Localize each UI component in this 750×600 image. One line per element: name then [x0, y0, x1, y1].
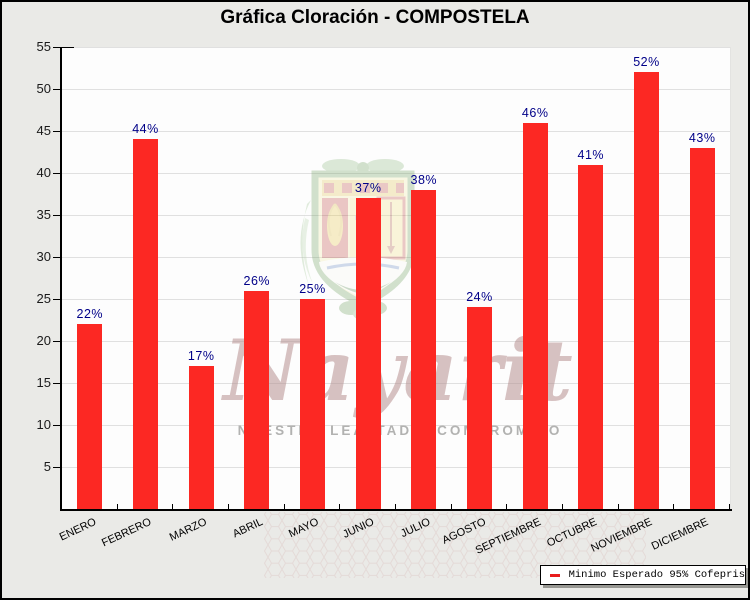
y-tick-label-10: 10	[36, 417, 51, 432]
x-label-enero: ENERO	[57, 516, 98, 544]
y-tick-label-50: 50	[36, 81, 51, 96]
y-tick-label-35: 35	[36, 207, 51, 222]
y-tick-label-40: 40	[36, 165, 51, 180]
y-tick-55	[53, 47, 60, 48]
legend-line-marker	[550, 573, 560, 577]
x-label-agosto: AGOSTO	[440, 516, 488, 547]
y-tick-50	[53, 89, 60, 90]
y-tick-45	[53, 131, 60, 132]
x-label-mayo: MAYO	[286, 516, 321, 541]
y-tick-label-45: 45	[36, 123, 51, 138]
x-label-julio: JULIO	[398, 516, 432, 541]
y-tick-35	[53, 215, 60, 216]
x-label-marzo: MARZO	[168, 516, 210, 544]
y-tick-30	[53, 257, 60, 258]
y-tick-5	[53, 467, 60, 468]
x-label-febrero: FEBRERO	[100, 516, 154, 550]
legend-label: Minimo Esperado 95% Cofepris	[568, 569, 745, 581]
y-tick-40	[53, 173, 60, 174]
legend: Minimo Esperado 95% Cofepris	[540, 565, 746, 585]
x-label-junio: JUNIO	[341, 516, 377, 541]
y-tick-label-55: 55	[36, 39, 51, 54]
plot-area	[62, 47, 731, 509]
y-tick-label-25: 25	[36, 291, 51, 306]
y-tick-label-30: 30	[36, 249, 51, 264]
y-tick-label-20: 20	[36, 333, 51, 348]
y-tick-15	[53, 383, 60, 384]
x-label-septiembre: SEPTIEMBRE	[473, 516, 544, 557]
y-tick-label-15: 15	[36, 375, 51, 390]
x-label-diciembre: DICIEMBRE	[649, 516, 711, 553]
x-label-noviembre: NOVIEMBRE	[589, 516, 655, 555]
x-label-octubre: OCTUBRE	[545, 516, 599, 550]
x-axis-line	[60, 509, 732, 511]
y-tick-label-5: 5	[43, 459, 51, 474]
y-tick-10	[53, 425, 60, 426]
x-label-abril: ABRIL	[230, 516, 265, 541]
y-tick-25	[53, 299, 60, 300]
chart-title: Gráfica Cloración - COMPOSTELA	[220, 7, 530, 28]
y-tick-20	[53, 341, 60, 342]
